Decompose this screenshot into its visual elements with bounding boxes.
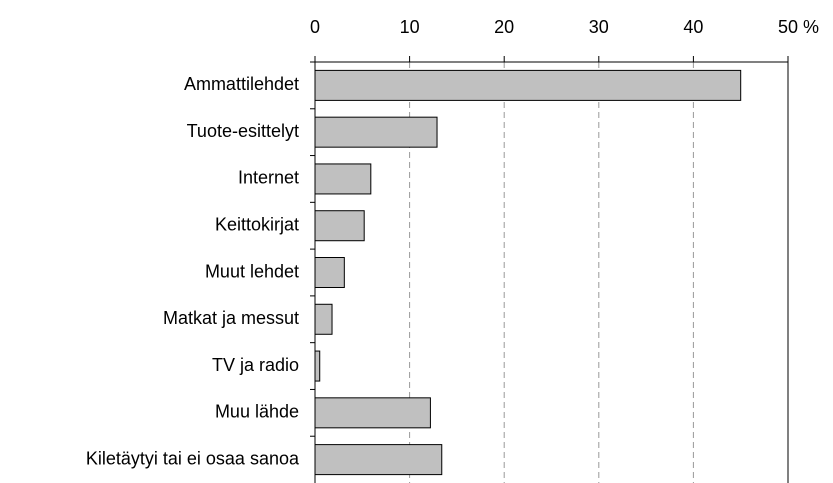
bar (314, 397, 431, 429)
bar (314, 350, 321, 382)
x-tick-label: 40 (683, 17, 703, 37)
x-tick-label: 30 (589, 17, 609, 37)
bar (314, 444, 443, 476)
x-tick-label: 0 (310, 17, 320, 37)
y-tick-label: Matkat ja messut (163, 308, 299, 328)
x-tick-label: 10 (400, 17, 420, 37)
bar (314, 303, 333, 335)
y-tick-label: Internet (238, 168, 299, 188)
bar (314, 257, 345, 288)
y-tick-label: Ammattilehdet (184, 74, 299, 94)
y-tick-label: Kiletäytyi tai ei osaa sanoa (86, 448, 300, 468)
bar (314, 210, 365, 242)
x-tick-label: 20 (494, 17, 514, 37)
y-tick-label: Muu lähde (215, 402, 299, 422)
y-tick-label: TV ja radio (212, 355, 299, 375)
bar (314, 116, 438, 148)
bar (314, 69, 742, 101)
bar (314, 163, 372, 195)
y-tick-label: Tuote-esittelyt (187, 121, 299, 141)
y-tick-label: Muut lehdet (205, 261, 299, 281)
x-tick-label: 50 % (778, 17, 819, 37)
y-tick-label: Keittokirjat (215, 214, 299, 234)
